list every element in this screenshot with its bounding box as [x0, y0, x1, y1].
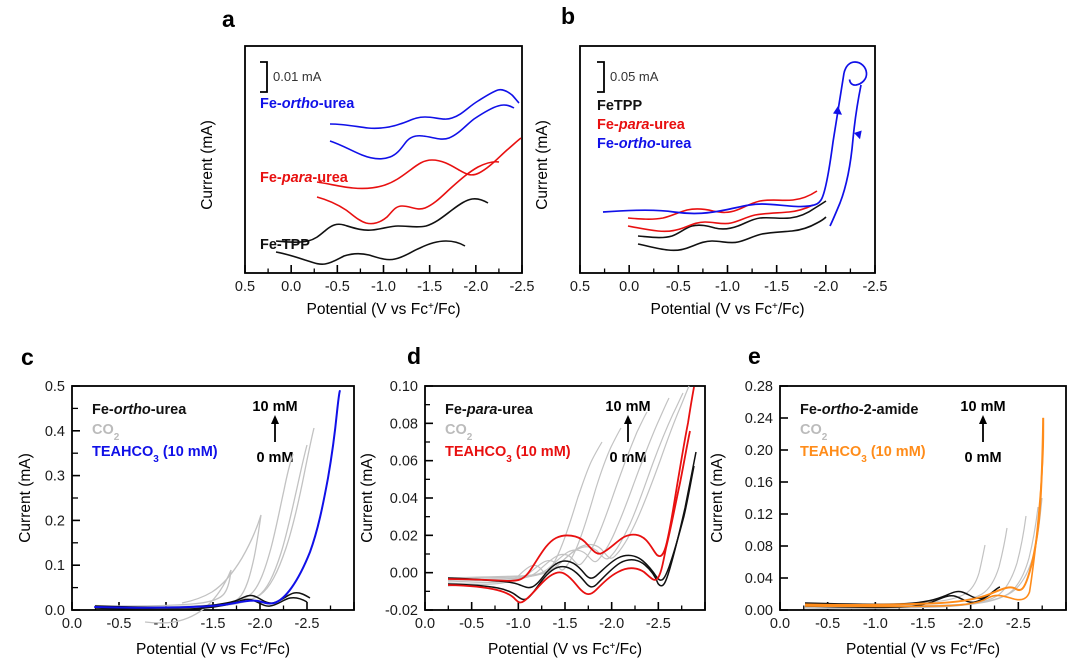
svg-text:Potential (V vs Fc+/Fc): Potential (V vs Fc+/Fc)	[307, 301, 461, 319]
svg-text:c: c	[21, 344, 34, 370]
svg-text:0.02: 0.02	[390, 528, 418, 544]
svg-text:0.0: 0.0	[619, 279, 639, 295]
svg-text:-2.5: -2.5	[646, 616, 671, 632]
svg-text:0.24: 0.24	[745, 411, 773, 427]
svg-text:-2.0: -2.0	[463, 279, 488, 295]
svg-text:10 mM: 10 mM	[252, 399, 297, 415]
svg-text:-1.0: -1.0	[715, 279, 740, 295]
svg-text:0.01 mA: 0.01 mA	[273, 69, 322, 84]
svg-text:Potential (V vs Fc+/Fc): Potential (V vs Fc+/Fc)	[488, 641, 642, 659]
svg-text:0.5: 0.5	[235, 279, 255, 295]
svg-text:-2.5: -2.5	[863, 279, 888, 295]
svg-text:0.04: 0.04	[390, 491, 418, 507]
svg-text:b: b	[561, 3, 575, 29]
svg-text:-1.5: -1.5	[201, 616, 226, 632]
svg-text:0.10: 0.10	[390, 379, 418, 395]
svg-text:-1.5: -1.5	[911, 616, 936, 632]
svg-text:0.20: 0.20	[745, 443, 773, 459]
svg-text:-1.5: -1.5	[553, 616, 578, 632]
svg-text:-2.5: -2.5	[295, 616, 320, 632]
svg-text:Fe-para-urea: Fe-para-urea	[445, 402, 534, 418]
svg-text:0.00: 0.00	[390, 566, 418, 582]
svg-text:0.05 mA: 0.05 mA	[610, 69, 659, 84]
svg-text:0 mM: 0 mM	[964, 450, 1001, 466]
svg-text:Fe-ortho-2-amide: Fe-ortho-2-amide	[800, 402, 918, 418]
svg-text:Current (mA): Current (mA)	[709, 453, 726, 543]
svg-text:Potential (V vs Fc+/Fc): Potential (V vs Fc+/Fc)	[846, 641, 1000, 659]
svg-text:0.0: 0.0	[45, 603, 65, 619]
svg-text:FeTPP: FeTPP	[597, 98, 642, 114]
svg-text:Potential (V vs Fc+/Fc): Potential (V vs Fc+/Fc)	[136, 641, 290, 659]
svg-text:-0.5: -0.5	[815, 616, 840, 632]
svg-text:0.04: 0.04	[745, 571, 773, 587]
svg-text:10 mM: 10 mM	[605, 399, 650, 415]
svg-text:0.4: 0.4	[45, 424, 65, 440]
svg-text:d: d	[407, 343, 421, 369]
svg-text:Current (mA): Current (mA)	[534, 120, 551, 210]
svg-text:-2.0: -2.0	[599, 616, 624, 632]
svg-text:-1.5: -1.5	[764, 279, 789, 295]
svg-text:Current (mA): Current (mA)	[359, 453, 376, 543]
svg-text:0.08: 0.08	[745, 539, 773, 555]
svg-text:-0.02: -0.02	[385, 603, 418, 619]
svg-text:-0.5: -0.5	[325, 279, 350, 295]
svg-text:0.28: 0.28	[745, 379, 773, 395]
svg-text:0.16: 0.16	[745, 475, 773, 491]
svg-text:0.3: 0.3	[45, 469, 65, 485]
svg-text:-1.0: -1.0	[154, 616, 179, 632]
svg-text:Current (mA): Current (mA)	[17, 453, 34, 543]
svg-text:Fe-TPP: Fe-TPP	[260, 237, 310, 253]
svg-text:a: a	[222, 6, 235, 32]
svg-text:-0.5: -0.5	[666, 279, 691, 295]
svg-text:-2.5: -2.5	[510, 279, 535, 295]
svg-text:0.08: 0.08	[390, 416, 418, 432]
svg-text:-2.0: -2.0	[248, 616, 273, 632]
svg-text:Fe-para-urea: Fe-para-urea	[597, 117, 686, 133]
svg-text:-1.0: -1.0	[506, 616, 531, 632]
svg-text:-2.0: -2.0	[958, 616, 983, 632]
svg-text:Fe-para-urea: Fe-para-urea	[260, 170, 349, 186]
svg-text:0.2: 0.2	[45, 513, 65, 529]
svg-text:0 mM: 0 mM	[256, 450, 293, 466]
svg-text:Fe-ortho-urea: Fe-ortho-urea	[92, 402, 187, 418]
svg-text:-1.0: -1.0	[863, 616, 888, 632]
svg-text:Fe-ortho-urea: Fe-ortho-urea	[260, 96, 355, 112]
svg-text:-0.5: -0.5	[459, 616, 484, 632]
svg-text:0.0: 0.0	[281, 279, 301, 295]
svg-text:Fe-ortho-urea: Fe-ortho-urea	[597, 136, 692, 152]
svg-text:Potential (V vs Fc+/Fc): Potential (V vs Fc+/Fc)	[651, 301, 805, 319]
svg-text:-0.5: -0.5	[107, 616, 132, 632]
svg-text:0.1: 0.1	[45, 558, 65, 574]
svg-text:e: e	[748, 343, 761, 369]
svg-text:-2.0: -2.0	[813, 279, 838, 295]
svg-text:-1.5: -1.5	[417, 279, 442, 295]
svg-text:-2.5: -2.5	[1006, 616, 1031, 632]
svg-text:0.5: 0.5	[45, 379, 65, 395]
svg-text:-1.0: -1.0	[371, 279, 396, 295]
svg-text:0.5: 0.5	[570, 279, 590, 295]
svg-text:10 mM: 10 mM	[960, 399, 1005, 415]
svg-text:0.00: 0.00	[745, 603, 773, 619]
svg-text:0.12: 0.12	[745, 507, 773, 523]
svg-text:Current (mA): Current (mA)	[199, 120, 216, 210]
svg-text:0.06: 0.06	[390, 454, 418, 470]
